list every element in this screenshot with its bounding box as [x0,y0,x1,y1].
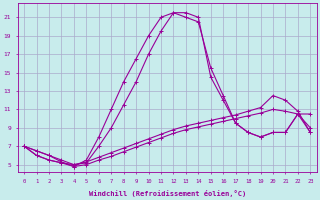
X-axis label: Windchill (Refroidissement éolien,°C): Windchill (Refroidissement éolien,°C) [89,190,246,197]
